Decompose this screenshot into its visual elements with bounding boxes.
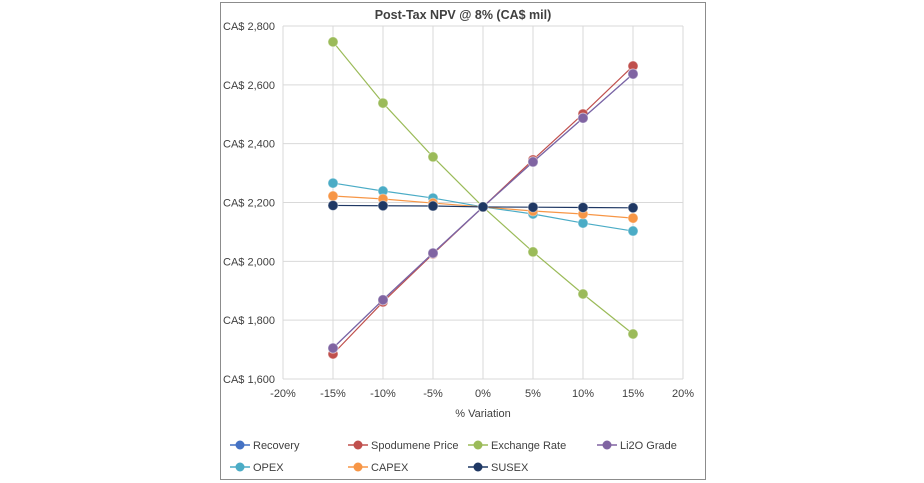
data-point bbox=[627, 328, 639, 340]
legend-marker bbox=[353, 462, 363, 472]
legend-label: Li2O Grade bbox=[620, 440, 677, 452]
data-point bbox=[327, 36, 339, 48]
chart-title: Post-Tax NPV @ 8% (CA$ mil) bbox=[375, 8, 552, 22]
legend-label: Recovery bbox=[253, 440, 300, 452]
data-point bbox=[427, 247, 439, 259]
x-tick-label: -20% bbox=[270, 388, 296, 400]
legend-label: Spodumene Price bbox=[371, 440, 458, 452]
data-point bbox=[327, 190, 339, 202]
data-point bbox=[627, 212, 639, 224]
x-tick-label: -5% bbox=[423, 388, 443, 400]
data-point bbox=[427, 200, 439, 212]
data-point bbox=[577, 288, 589, 300]
data-point bbox=[627, 202, 639, 214]
data-point bbox=[427, 151, 439, 163]
x-tick-label: 0% bbox=[475, 388, 491, 400]
y-tick-label: CA$ 2,800 bbox=[223, 21, 275, 33]
legend-label: SUSEX bbox=[491, 462, 529, 474]
y-tick-label: CA$ 2,000 bbox=[223, 256, 275, 268]
data-point bbox=[327, 342, 339, 354]
data-point bbox=[527, 201, 539, 213]
data-point bbox=[477, 201, 489, 213]
data-point bbox=[527, 156, 539, 168]
legend-marker bbox=[353, 440, 363, 450]
y-tick-label: CA$ 2,600 bbox=[223, 80, 275, 92]
y-tick-label: CA$ 2,400 bbox=[223, 139, 275, 151]
legend-marker bbox=[235, 462, 245, 472]
legend-marker bbox=[473, 440, 483, 450]
y-tick-label: CA$ 2,200 bbox=[223, 198, 275, 210]
data-point bbox=[577, 112, 589, 124]
x-tick-label: 5% bbox=[525, 388, 541, 400]
data-point bbox=[527, 246, 539, 258]
data-point bbox=[577, 202, 589, 214]
data-point bbox=[627, 68, 639, 80]
y-tick-label: CA$ 1,800 bbox=[223, 315, 275, 327]
legend-label: CAPEX bbox=[371, 462, 409, 474]
data-point bbox=[327, 199, 339, 211]
legend-label: OPEX bbox=[253, 462, 284, 474]
x-tick-label: 10% bbox=[572, 388, 594, 400]
x-tick-label: -15% bbox=[320, 388, 346, 400]
legend-marker bbox=[602, 440, 612, 450]
data-point bbox=[377, 97, 389, 109]
legend-label: Exchange Rate bbox=[491, 440, 566, 452]
data-point bbox=[377, 294, 389, 306]
x-axis-label: % Variation bbox=[455, 408, 510, 420]
y-tick-label: CA$ 1,600 bbox=[223, 374, 275, 386]
x-tick-label: -10% bbox=[370, 388, 396, 400]
x-tick-label: 20% bbox=[672, 388, 694, 400]
data-point bbox=[377, 200, 389, 212]
x-tick-label: 15% bbox=[622, 388, 644, 400]
chart-frame bbox=[220, 2, 706, 480]
data-point bbox=[627, 225, 639, 237]
data-point bbox=[577, 217, 589, 229]
legend-marker bbox=[473, 462, 483, 472]
data-point bbox=[327, 177, 339, 189]
legend-marker bbox=[235, 440, 245, 450]
